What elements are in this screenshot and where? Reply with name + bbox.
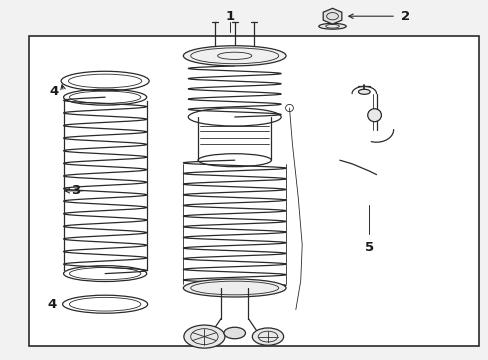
Ellipse shape (183, 46, 285, 66)
Text: 3: 3 (71, 184, 81, 197)
FancyBboxPatch shape (29, 36, 478, 346)
Ellipse shape (358, 89, 369, 94)
Text: 4: 4 (49, 85, 59, 98)
Ellipse shape (183, 325, 224, 348)
Ellipse shape (224, 327, 245, 339)
Text: 5: 5 (364, 241, 373, 254)
Text: 4: 4 (47, 298, 56, 311)
Text: 2: 2 (400, 10, 409, 23)
Ellipse shape (252, 328, 283, 345)
Ellipse shape (318, 23, 346, 29)
Ellipse shape (367, 109, 381, 122)
Text: 1: 1 (225, 10, 234, 23)
Ellipse shape (183, 279, 285, 297)
